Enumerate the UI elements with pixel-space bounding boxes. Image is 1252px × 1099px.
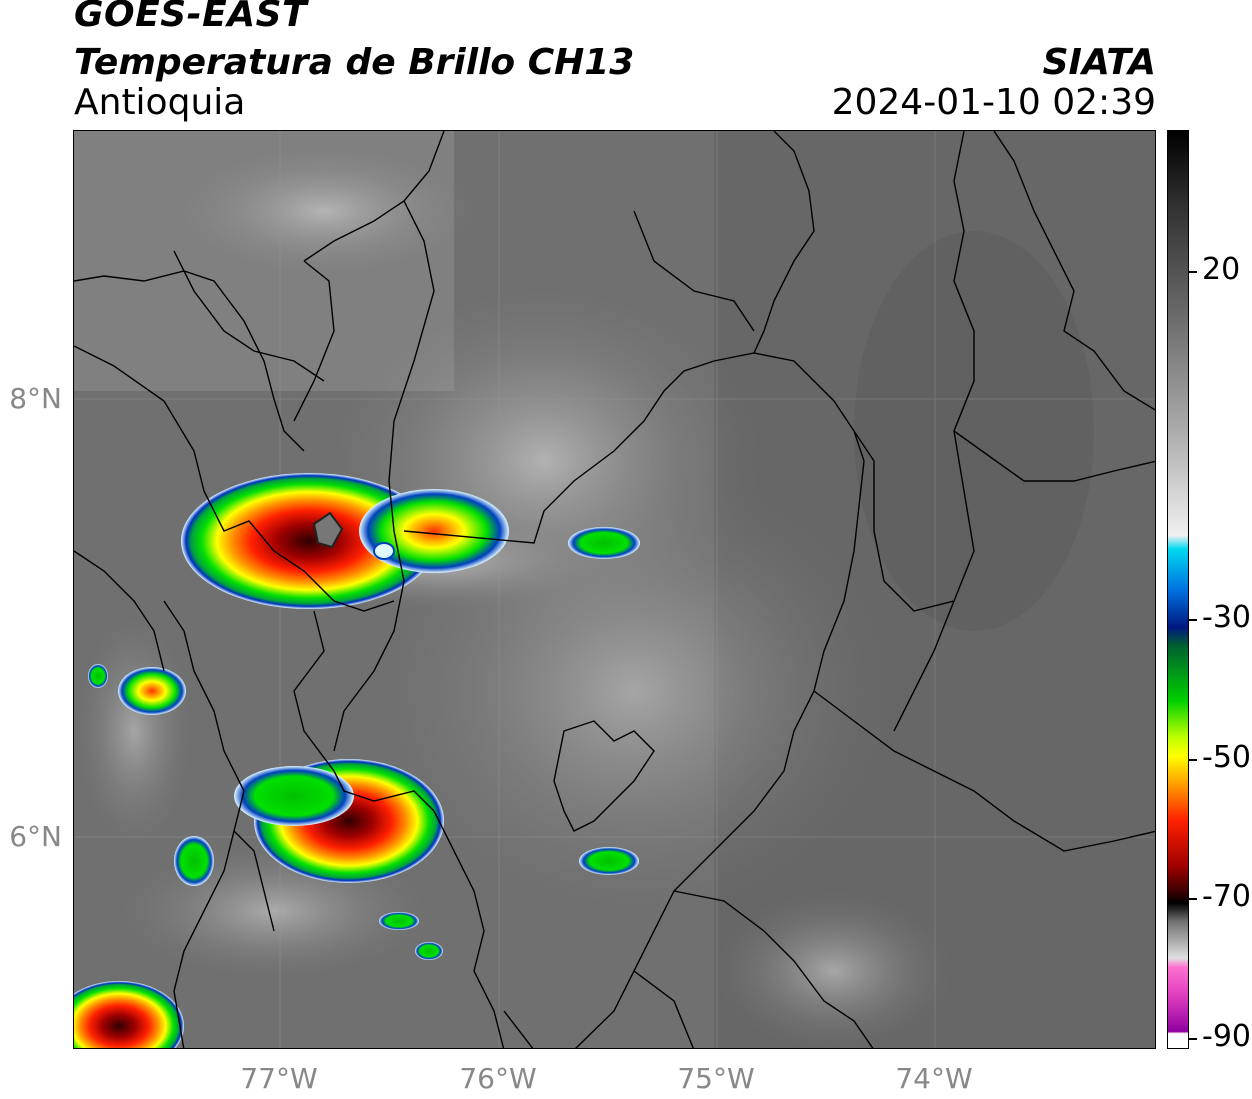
colorbar-label: -50 [1202,740,1251,775]
colorbar-label: -30 [1202,600,1251,635]
lon-label-75w: 75°W [677,1062,755,1095]
lon-label-76w: 76°W [459,1062,537,1095]
lon-label-74w: 74°W [895,1062,973,1095]
satellite-map[interactable] [73,130,1156,1049]
storm-cells [74,473,640,1048]
title-satellite: GOES-EAST [74,0,308,35]
lon-label-77w: 77°W [240,1062,318,1095]
colorbar-label: -90 [1202,1019,1251,1054]
colorbar-label: -70 [1202,879,1251,914]
colorbar-tick [1189,619,1197,621]
colorbar-tick [1189,271,1197,273]
colorbar-label: 20 [1202,252,1241,287]
lat-label-6n: 6°N [9,820,62,853]
timestamp-label: 2024-01-10 02:39 [831,82,1156,123]
boundaries [74,131,1155,1048]
colorbar-gradient [1168,131,1188,1048]
map-canvas [74,131,1155,1048]
title-region: Antioquia [74,82,246,123]
lat-label-8n: 8°N [9,382,62,415]
colorbar-tick [1189,1038,1197,1040]
colorbar-tick [1189,759,1197,761]
title-product: Temperatura de Brillo CH13 [74,42,635,83]
organization-label: SIATA [1042,42,1156,83]
colorbar-tick [1189,898,1197,900]
colorbar [1167,130,1189,1049]
